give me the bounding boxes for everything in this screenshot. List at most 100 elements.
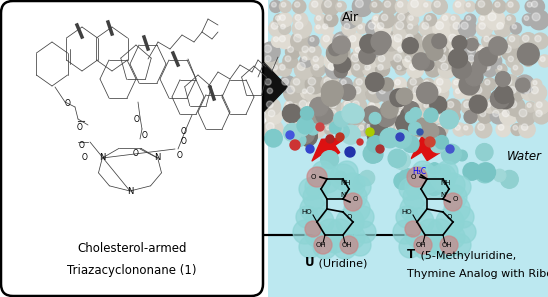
Circle shape <box>422 1 433 12</box>
Circle shape <box>414 236 432 254</box>
Circle shape <box>405 221 421 237</box>
Circle shape <box>344 193 362 211</box>
Circle shape <box>327 42 347 64</box>
Circle shape <box>454 53 470 69</box>
Circle shape <box>332 42 350 61</box>
Circle shape <box>329 43 341 56</box>
Text: OH: OH <box>316 242 326 248</box>
Text: O: O <box>177 151 183 159</box>
Circle shape <box>370 46 380 57</box>
Circle shape <box>324 13 338 26</box>
Circle shape <box>477 45 490 58</box>
Circle shape <box>341 80 346 85</box>
Circle shape <box>424 14 437 26</box>
Circle shape <box>299 178 321 200</box>
Circle shape <box>326 126 330 130</box>
Circle shape <box>267 88 272 94</box>
Text: HO: HO <box>402 209 412 215</box>
Circle shape <box>490 108 506 124</box>
Circle shape <box>425 177 443 195</box>
Circle shape <box>396 206 418 228</box>
Circle shape <box>309 102 315 108</box>
Circle shape <box>329 46 340 57</box>
Text: O: O <box>310 174 316 180</box>
Circle shape <box>279 76 296 93</box>
Circle shape <box>419 56 425 62</box>
Circle shape <box>378 55 385 62</box>
Circle shape <box>379 87 386 94</box>
Circle shape <box>352 101 359 108</box>
Circle shape <box>424 103 428 108</box>
Circle shape <box>329 122 341 134</box>
Circle shape <box>300 110 310 121</box>
Circle shape <box>468 55 475 62</box>
Circle shape <box>293 0 306 13</box>
Circle shape <box>478 15 489 25</box>
Circle shape <box>487 53 501 69</box>
Circle shape <box>378 123 385 130</box>
Circle shape <box>469 37 473 42</box>
Circle shape <box>279 36 286 42</box>
Circle shape <box>497 89 501 93</box>
Circle shape <box>425 110 432 117</box>
Circle shape <box>366 83 385 102</box>
Circle shape <box>327 55 334 62</box>
Circle shape <box>484 101 496 113</box>
Circle shape <box>522 46 529 53</box>
Circle shape <box>279 23 290 34</box>
Circle shape <box>499 80 504 85</box>
Circle shape <box>513 65 518 70</box>
Circle shape <box>279 1 291 12</box>
Circle shape <box>383 99 398 115</box>
Circle shape <box>286 44 300 59</box>
Circle shape <box>478 124 484 130</box>
Circle shape <box>496 64 507 75</box>
Circle shape <box>493 0 506 13</box>
Circle shape <box>441 13 453 26</box>
Circle shape <box>287 86 295 94</box>
Circle shape <box>335 35 342 42</box>
Circle shape <box>324 124 335 135</box>
Text: O: O <box>181 138 187 146</box>
Circle shape <box>434 87 441 94</box>
Circle shape <box>316 176 330 190</box>
Circle shape <box>356 79 362 85</box>
Circle shape <box>500 170 518 188</box>
Circle shape <box>436 161 458 183</box>
Circle shape <box>406 98 424 116</box>
Circle shape <box>425 179 445 199</box>
Circle shape <box>327 219 353 245</box>
Circle shape <box>311 62 325 76</box>
Circle shape <box>427 64 433 70</box>
Circle shape <box>321 151 339 169</box>
Circle shape <box>324 0 332 7</box>
Circle shape <box>529 0 545 14</box>
Circle shape <box>381 31 401 51</box>
Bar <box>268 0 548 297</box>
Text: T: T <box>407 248 415 261</box>
Circle shape <box>315 14 326 26</box>
Circle shape <box>498 124 504 130</box>
Circle shape <box>461 99 477 115</box>
Circle shape <box>333 235 357 259</box>
Circle shape <box>453 0 467 13</box>
Circle shape <box>367 123 375 130</box>
Circle shape <box>411 118 429 136</box>
Circle shape <box>435 179 448 192</box>
Circle shape <box>344 23 350 29</box>
Circle shape <box>508 56 513 61</box>
Circle shape <box>350 109 359 119</box>
Circle shape <box>452 78 464 90</box>
Circle shape <box>453 22 460 29</box>
Circle shape <box>354 175 367 187</box>
Circle shape <box>425 88 435 98</box>
Circle shape <box>355 0 363 7</box>
Circle shape <box>351 54 359 62</box>
Circle shape <box>527 103 531 108</box>
Circle shape <box>461 87 472 99</box>
FancyBboxPatch shape <box>1 1 263 296</box>
Circle shape <box>521 85 536 100</box>
Circle shape <box>336 1 346 12</box>
Circle shape <box>405 56 411 62</box>
Circle shape <box>358 25 362 29</box>
